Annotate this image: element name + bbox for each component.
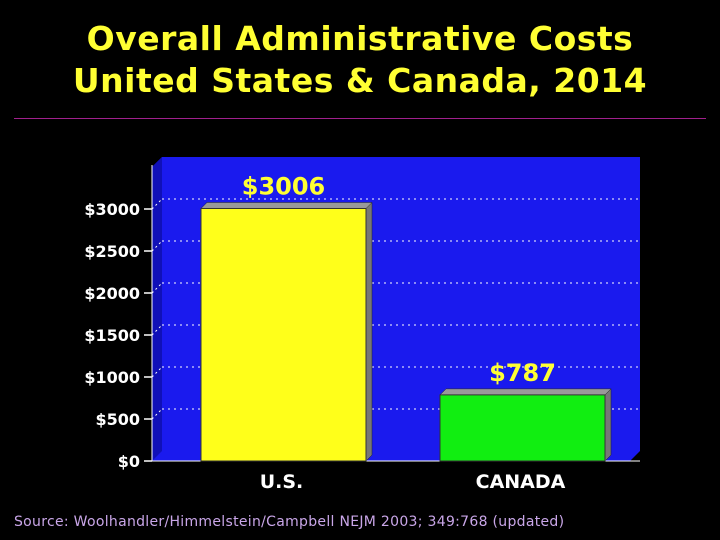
gridline-depth [151, 408, 163, 420]
y-tick-label: $2000 [84, 284, 140, 303]
bar-top [200, 202, 373, 209]
gridline-depth [151, 366, 163, 378]
gridline-depth [151, 282, 163, 294]
x-tick-label: U.S. [260, 471, 304, 493]
plot-side-wall [152, 157, 162, 461]
title-divider [14, 118, 706, 119]
bar-us [200, 207, 367, 462]
y-tick-label: $1500 [84, 326, 140, 345]
chart-title-line2: United States & Canada, 2014 [72, 61, 648, 100]
source-note: Source: Woolhandler/Himmelstein/Campbell… [14, 514, 565, 530]
y-tick-label: $0 [118, 452, 140, 471]
bar-canada [439, 394, 606, 462]
data-label: $787 [489, 359, 556, 387]
y-tick-label: $1000 [84, 368, 140, 387]
gridline-depth [151, 240, 163, 252]
gridline-depth [151, 324, 163, 336]
x-tick-label: CANADA [476, 471, 566, 493]
y-tick-label: $500 [95, 410, 140, 429]
chart-title: Overall Administrative Costs United Stat… [0, 18, 720, 102]
gridline-depth [151, 198, 163, 210]
chart-title-line1: Overall Administrative Costs [86, 19, 634, 58]
data-label: $3006 [242, 172, 326, 200]
y-tick-label: $3000 [84, 200, 140, 219]
bar-top [439, 388, 612, 396]
y-tick-label: $2500 [84, 242, 140, 261]
bar-side [365, 201, 373, 462]
bar-side [604, 388, 612, 462]
